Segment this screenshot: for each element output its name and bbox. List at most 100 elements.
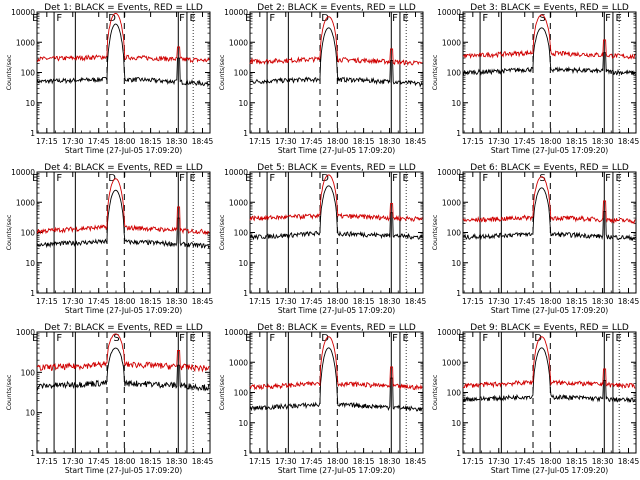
x-axis-label: Start Time (27-Jul-05 17:09:20) [491,146,608,155]
segment-label: F [56,13,62,24]
x-tick-label: 18:00 [540,137,562,146]
y-tick-label: 10 [238,419,248,428]
x-axis-label: Start Time (27-Jul-05 17:09:20) [65,306,182,315]
x-tick-label: 17:45 [301,457,323,466]
panel-7: Det 7: BLACK = Events, RED = LLD 1 10 100 10… [5,323,214,475]
segment-label: F [56,333,62,344]
y-tick-label: 1 [30,289,35,298]
y-tick-label: 10000 [437,168,461,177]
y-tick-label: 1000 [442,358,461,367]
x-tick-label: 17:15 [462,297,484,306]
plot-frame [36,331,211,454]
x-tick-label: 18:30 [592,457,614,466]
y-tick-label: 1000 [442,198,461,207]
segment-label: E [403,333,409,344]
segment-label: D [534,333,542,344]
segment-label: D [321,333,329,344]
series-line-lld [462,176,636,225]
panel-4: Det 4: BLACK = Events, RED = LLD 1 10 100 10… [5,163,214,315]
panel-5: Det 5: BLACK = Events, RED = LLD 1 10 100 10… [218,163,427,315]
x-tick-label: 18:30 [379,137,401,146]
x-tick-label: 18:45 [618,297,640,306]
segment-label: E [616,13,622,24]
y-tick-label: 100 [447,389,462,398]
segment-label: E [458,333,464,344]
y-tick-label: 10000 [11,168,35,177]
x-axis-label: Start Time (27-Jul-05 17:09:20) [65,466,182,475]
series-line-lld [462,14,636,60]
series-line-lld [36,333,210,373]
x-tick-label: 18:45 [618,137,640,146]
panel-title: Det 6: BLACK = Events, RED = LLD [470,163,629,173]
segment-label: S [539,13,545,24]
y-tick-label: 1000 [16,328,35,337]
x-tick-label: 17:45 [514,457,536,466]
segment-label: F [269,333,275,344]
y-tick-label: 1 [30,449,35,458]
y-tick-label: 10 [238,99,248,108]
y-tick-label: 10 [25,409,35,418]
segment-label: F [179,173,185,184]
y-tick-label: 100 [447,229,462,238]
x-tick-label: 17:15 [462,137,484,146]
y-tick-label: 1000 [16,38,35,47]
segment-label: E [403,173,409,184]
segment-label: F [605,13,611,24]
x-tick-label: 17:45 [514,297,536,306]
y-tick-label: 10000 [224,8,248,17]
panel-8: Det 8: BLACK = Events, RED = LLD 1 10 100 10… [218,323,427,475]
x-tick-label: 18:00 [114,457,136,466]
series-line-lld [249,336,423,391]
y-tick-label: 10 [238,259,248,268]
series-line-events [249,347,423,412]
panels-group: Det 1: BLACK = Events, RED = LLD 1 10 100 10… [5,3,640,475]
x-tick-label: 18:45 [192,297,214,306]
y-tick-label: 100 [234,389,249,398]
y-axis-label: Counts/sec [431,374,439,410]
x-tick-label: 17:15 [462,457,484,466]
segment-label: E [190,13,196,24]
y-axis-label: Counts/sec [218,214,226,250]
segment-label: E [190,333,196,344]
x-axis-label: Start Time (27-Jul-05 17:09:20) [491,306,608,315]
panel-title: Det 8: BLACK = Events, RED = LLD [257,323,416,333]
x-tick-label: 17:30 [275,297,297,306]
panel-1: Det 1: BLACK = Events, RED = LLD 1 10 100 10… [5,3,214,155]
plot-frame [462,331,637,454]
y-tick-label: 10 [25,99,35,108]
panel-title: Det 2: BLACK = Events, RED = LLD [257,3,416,13]
x-axis-label: Start Time (27-Jul-05 17:09:20) [278,146,395,155]
x-tick-label: 18:00 [540,297,562,306]
y-tick-label: 10000 [437,328,461,337]
segment-label: E [32,173,38,184]
segment-label: E [245,173,251,184]
x-tick-label: 17:45 [514,137,536,146]
segment-label: S [113,333,119,344]
x-tick-label: 17:30 [275,457,297,466]
series-line-events [462,27,636,76]
x-tick-label: 17:15 [249,457,271,466]
segment-label: E [458,13,464,24]
y-tick-label: 100 [21,368,36,377]
x-tick-label: 17:30 [62,297,84,306]
y-axis-label: Counts/sec [431,214,439,250]
y-tick-label: 1 [243,449,248,458]
y-tick-label: 100 [234,229,249,238]
x-tick-label: 17:30 [275,137,297,146]
x-tick-label: 18:15 [353,457,375,466]
y-tick-label: 100 [447,69,462,78]
series-line-events [36,23,210,88]
y-tick-label: 1000 [229,38,248,47]
y-tick-label: 1 [456,129,461,138]
y-tick-label: 1 [456,449,461,458]
x-tick-label: 18:45 [192,137,214,146]
x-tick-label: 18:30 [592,297,614,306]
segment-label: F [179,333,185,344]
x-tick-label: 17:30 [488,297,510,306]
x-tick-label: 17:30 [62,137,84,146]
x-tick-label: 18:30 [166,457,188,466]
series-line-events [462,187,636,242]
panel-2: Det 2: BLACK = Events, RED = LLD 1 10 100 10… [218,3,427,155]
x-tick-label: 17:15 [36,297,58,306]
x-axis-label: Start Time (27-Jul-05 17:09:20) [65,146,182,155]
